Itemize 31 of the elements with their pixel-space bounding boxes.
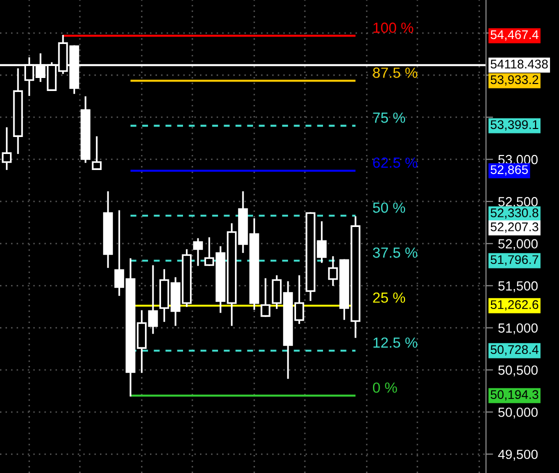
- annotation: 0 %: [372, 382, 397, 393]
- annotation: 75 %: [373, 112, 406, 123]
- annotation: 50 %: [372, 202, 406, 213]
- y-tick-label: 51,000: [498, 323, 538, 334]
- annotation: 12.5 %: [373, 337, 418, 348]
- annotation: 87.5 %: [373, 68, 418, 78]
- y-tick-label: 49,500: [498, 450, 538, 461]
- annotation: 100 %: [373, 22, 414, 33]
- annotation: 62.5 %: [373, 158, 418, 168]
- text: 51,262.6: [490, 300, 538, 311]
- y-tick-label: 50,000: [498, 408, 538, 418]
- y-tick-label: 50,500: [498, 365, 538, 376]
- text: 51,796.7: [490, 255, 538, 266]
- text: 53,933.2: [490, 75, 538, 86]
- text: 52,865: [490, 165, 528, 176]
- annotation: 25 %: [373, 292, 406, 303]
- text: 50,194.3: [490, 390, 538, 400]
- text: 52,207.3: [490, 222, 538, 233]
- candlestick: [2, 127, 12, 170]
- text: 54118.438: [490, 60, 548, 69]
- candlestick: [260, 278, 270, 317]
- text: 53,399.1: [490, 120, 538, 131]
- y-tick-label: 52,000: [498, 239, 538, 250]
- text: 50,728.4: [490, 345, 538, 356]
- annotation: 37.5 %: [372, 247, 418, 258]
- candlestick: [92, 136, 102, 170]
- text: 52,330.8: [490, 208, 538, 219]
- text: 54,467.4: [490, 30, 538, 41]
- candlestick: [193, 238, 203, 266]
- y-tick-label: 51,500: [498, 281, 538, 292]
- y-tick-label: 52,500: [498, 197, 538, 208]
